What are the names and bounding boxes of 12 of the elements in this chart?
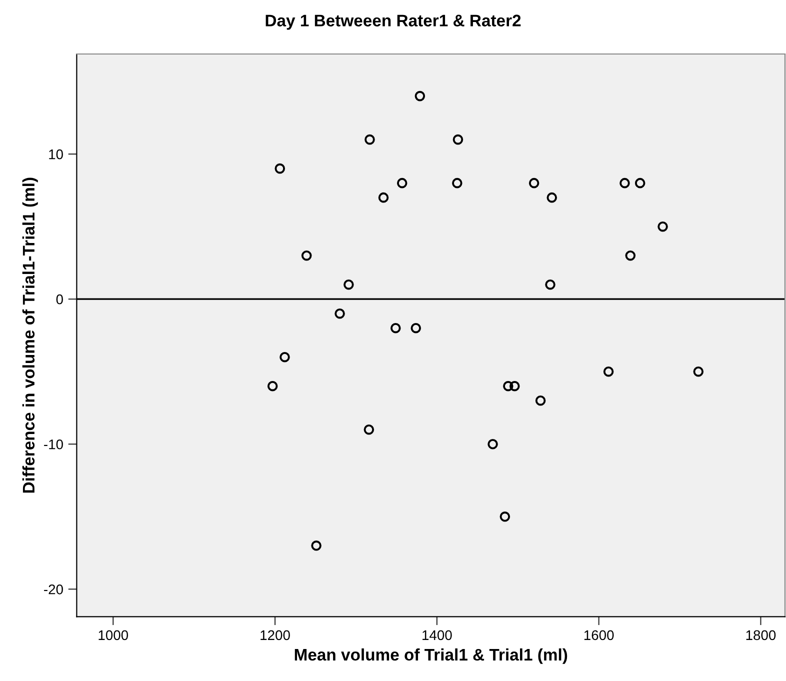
x-tick-label: 1600 [584, 630, 614, 640]
x-tick-label: 1400 [422, 630, 452, 640]
y-tick-label: 0 [56, 294, 63, 304]
x-axis-title: Mean volume of Trial1 & Trial1 (ml) [294, 648, 568, 664]
y-tick-label: 10 [49, 149, 63, 160]
x-tick-label: 1800 [746, 630, 776, 640]
y-axis-title: Difference in volume of Trial1-Trial1 (ml) [22, 178, 38, 493]
y-tick-label: -20 [44, 584, 63, 594]
y-tick-label: -10 [44, 439, 63, 450]
x-tick-label: 1000 [98, 630, 128, 640]
x-tick-label: 1200 [260, 630, 290, 640]
chart-title: Day 1 Betweeen Rater1 & Rater2 [266, 14, 521, 30]
